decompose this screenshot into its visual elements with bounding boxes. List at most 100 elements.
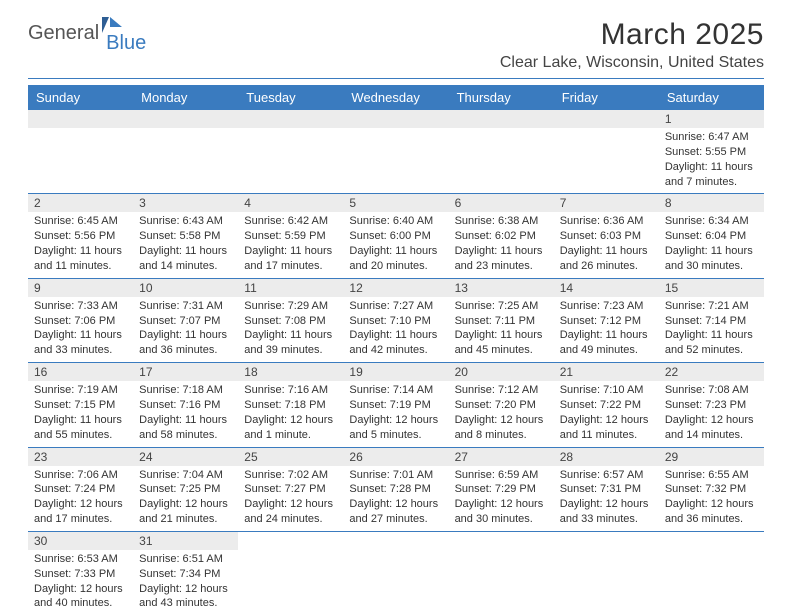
sunset-text: Sunset: 6:02 PM — [455, 229, 548, 244]
sunset-text: Sunset: 7:10 PM — [349, 314, 442, 329]
daylight-text: Daylight: 12 hours — [560, 413, 653, 428]
calendar-week-row: 2Sunrise: 6:45 AMSunset: 5:56 PMDaylight… — [28, 194, 764, 278]
sunset-text: Sunset: 7:32 PM — [665, 482, 758, 497]
calendar-week-row: 30Sunrise: 6:53 AMSunset: 7:33 PMDayligh… — [28, 531, 764, 615]
daylight-text: and 36 minutes. — [139, 343, 232, 358]
day-details: Sunrise: 7:25 AMSunset: 7:11 PMDaylight:… — [449, 297, 554, 362]
sunset-text: Sunset: 7:18 PM — [244, 398, 337, 413]
calendar-empty-cell — [554, 531, 659, 615]
day-number: 30 — [28, 532, 133, 550]
daylight-text: Daylight: 11 hours — [455, 328, 548, 343]
day-details: Sunrise: 7:23 AMSunset: 7:12 PMDaylight:… — [554, 297, 659, 362]
day-number: 31 — [133, 532, 238, 550]
daylight-text: and 21 minutes. — [139, 512, 232, 527]
day-details: Sunrise: 6:57 AMSunset: 7:31 PMDaylight:… — [554, 466, 659, 531]
daylight-text: and 33 minutes. — [34, 343, 127, 358]
day-details: Sunrise: 7:21 AMSunset: 7:14 PMDaylight:… — [659, 297, 764, 362]
day-details: Sunrise: 7:19 AMSunset: 7:15 PMDaylight:… — [28, 381, 133, 446]
daylight-text: and 27 minutes. — [349, 512, 442, 527]
day-details: Sunrise: 7:04 AMSunset: 7:25 PMDaylight:… — [133, 466, 238, 531]
daylight-text: Daylight: 12 hours — [139, 582, 232, 597]
sunrise-text: Sunrise: 7:02 AM — [244, 468, 337, 483]
calendar-empty-cell — [449, 110, 554, 194]
calendar-week-row: 9Sunrise: 7:33 AMSunset: 7:06 PMDaylight… — [28, 278, 764, 362]
day-details: Sunrise: 7:12 AMSunset: 7:20 PMDaylight:… — [449, 381, 554, 446]
empty-daynum — [28, 110, 133, 128]
sunrise-text: Sunrise: 7:08 AM — [665, 383, 758, 398]
day-number: 26 — [343, 448, 448, 466]
calendar-day-cell: 26Sunrise: 7:01 AMSunset: 7:28 PMDayligh… — [343, 447, 448, 531]
sunset-text: Sunset: 7:15 PM — [34, 398, 127, 413]
calendar-week-row: 1Sunrise: 6:47 AMSunset: 5:55 PMDaylight… — [28, 110, 764, 194]
calendar-empty-cell — [554, 110, 659, 194]
day-number: 16 — [28, 363, 133, 381]
daylight-text: Daylight: 11 hours — [455, 244, 548, 259]
sunrise-text: Sunrise: 7:16 AM — [244, 383, 337, 398]
day-number: 4 — [238, 194, 343, 212]
calendar-day-cell: 25Sunrise: 7:02 AMSunset: 7:27 PMDayligh… — [238, 447, 343, 531]
sunset-text: Sunset: 7:28 PM — [349, 482, 442, 497]
sunrise-text: Sunrise: 7:10 AM — [560, 383, 653, 398]
daylight-text: and 1 minute. — [244, 428, 337, 443]
calendar-day-cell: 29Sunrise: 6:55 AMSunset: 7:32 PMDayligh… — [659, 447, 764, 531]
day-number: 14 — [554, 279, 659, 297]
day-number: 8 — [659, 194, 764, 212]
calendar-empty-cell — [133, 110, 238, 194]
logo-text-blue: Blue — [106, 32, 146, 55]
sunset-text: Sunset: 7:07 PM — [139, 314, 232, 329]
daylight-text: and 20 minutes. — [349, 259, 442, 274]
calendar-day-cell: 12Sunrise: 7:27 AMSunset: 7:10 PMDayligh… — [343, 278, 448, 362]
daylight-text: and 52 minutes. — [665, 343, 758, 358]
day-details: Sunrise: 6:53 AMSunset: 7:33 PMDaylight:… — [28, 550, 133, 615]
daylight-text: Daylight: 12 hours — [244, 413, 337, 428]
day-details: Sunrise: 7:27 AMSunset: 7:10 PMDaylight:… — [343, 297, 448, 362]
daylight-text: Daylight: 11 hours — [349, 328, 442, 343]
daylight-text: Daylight: 11 hours — [139, 328, 232, 343]
sunset-text: Sunset: 5:58 PM — [139, 229, 232, 244]
day-number: 7 — [554, 194, 659, 212]
sunset-text: Sunset: 7:33 PM — [34, 567, 127, 582]
calendar-day-cell: 11Sunrise: 7:29 AMSunset: 7:08 PMDayligh… — [238, 278, 343, 362]
sunrise-text: Sunrise: 7:06 AM — [34, 468, 127, 483]
sunrise-text: Sunrise: 7:33 AM — [34, 299, 127, 314]
calendar-day-cell: 13Sunrise: 7:25 AMSunset: 7:11 PMDayligh… — [449, 278, 554, 362]
logo-text-general: General — [28, 22, 99, 45]
day-number: 19 — [343, 363, 448, 381]
day-number: 12 — [343, 279, 448, 297]
empty-daynum — [343, 110, 448, 128]
day-details: Sunrise: 6:47 AMSunset: 5:55 PMDaylight:… — [659, 128, 764, 193]
daylight-text: Daylight: 11 hours — [665, 160, 758, 175]
calendar-day-cell: 7Sunrise: 6:36 AMSunset: 6:03 PMDaylight… — [554, 194, 659, 278]
day-number: 1 — [659, 110, 764, 128]
daylight-text: Daylight: 12 hours — [665, 413, 758, 428]
day-number: 3 — [133, 194, 238, 212]
daylight-text: and 24 minutes. — [244, 512, 337, 527]
calendar-empty-cell — [659, 531, 764, 615]
day-details: Sunrise: 7:29 AMSunset: 7:08 PMDaylight:… — [238, 297, 343, 362]
calendar-day-cell: 15Sunrise: 7:21 AMSunset: 7:14 PMDayligh… — [659, 278, 764, 362]
sunrise-text: Sunrise: 6:38 AM — [455, 214, 548, 229]
calendar-day-cell: 6Sunrise: 6:38 AMSunset: 6:02 PMDaylight… — [449, 194, 554, 278]
calendar-empty-cell — [238, 110, 343, 194]
sunset-text: Sunset: 7:29 PM — [455, 482, 548, 497]
sunrise-text: Sunrise: 7:19 AM — [34, 383, 127, 398]
daylight-text: and 42 minutes. — [349, 343, 442, 358]
daylight-text: and 14 minutes. — [139, 259, 232, 274]
daylight-text: Daylight: 11 hours — [665, 244, 758, 259]
calendar-day-cell: 10Sunrise: 7:31 AMSunset: 7:07 PMDayligh… — [133, 278, 238, 362]
empty-daynum — [133, 110, 238, 128]
sunrise-text: Sunrise: 6:43 AM — [139, 214, 232, 229]
day-details: Sunrise: 6:55 AMSunset: 7:32 PMDaylight:… — [659, 466, 764, 531]
daylight-text: Daylight: 11 hours — [139, 413, 232, 428]
daylight-text: Daylight: 11 hours — [244, 328, 337, 343]
sunset-text: Sunset: 7:11 PM — [455, 314, 548, 329]
daylight-text: Daylight: 11 hours — [244, 244, 337, 259]
sunset-text: Sunset: 7:34 PM — [139, 567, 232, 582]
day-number: 24 — [133, 448, 238, 466]
sunset-text: Sunset: 7:08 PM — [244, 314, 337, 329]
weekday-header-row: SundayMondayTuesdayWednesdayThursdayFrid… — [28, 85, 764, 110]
day-details: Sunrise: 7:14 AMSunset: 7:19 PMDaylight:… — [343, 381, 448, 446]
sunrise-text: Sunrise: 6:34 AM — [665, 214, 758, 229]
weekday-header: Sunday — [28, 85, 133, 110]
day-number: 29 — [659, 448, 764, 466]
